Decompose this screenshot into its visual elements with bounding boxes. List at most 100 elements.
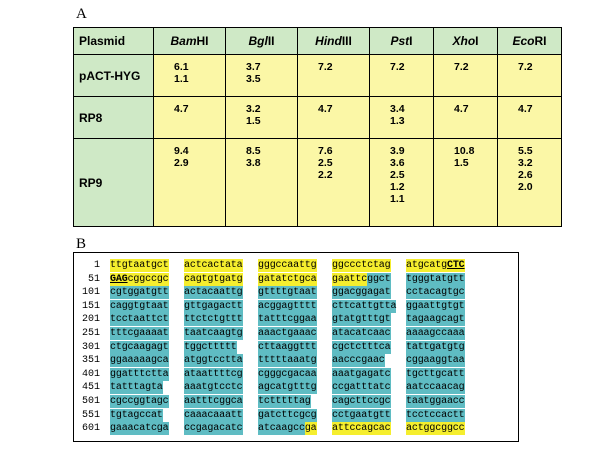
enzyme-name-suffix: RI [534, 34, 547, 48]
sequence-segment: ttgtaatgct [110, 259, 169, 272]
fragment-size-value: 7.6 [318, 145, 333, 157]
sequence-segment: ctgcaagagt [110, 340, 169, 354]
sequence-segment: ga [304, 422, 317, 436]
sequence-segment: cagcttccgc [332, 395, 391, 408]
fragment-size-cell: 7.2 [433, 54, 498, 97]
sequence-block: aaatgagatc [332, 367, 391, 381]
sequence-segment: cctacagtgc [406, 286, 465, 300]
sequence-block: caaacaaatt [184, 408, 243, 422]
sequence-segment: actggcggcc [406, 422, 465, 436]
fragment-size-cell: 3.7 3.5 [225, 54, 298, 97]
sequence-position-number: 1 [93, 260, 100, 271]
sequence-segment: tcctaattct [110, 313, 169, 327]
sequence-segment: ggccctctag [332, 259, 391, 272]
sequence-block: cagtgtgatg [184, 272, 243, 286]
sequence-segment: agcatgtttg [258, 381, 317, 395]
fragment-size-value: 6.1 [174, 61, 189, 73]
fragment-size-cell: 3.9 3.6 2.5 1.2 1.1 [369, 138, 434, 227]
enzyme-name-suffix: III [341, 34, 352, 48]
panel-b-label: B [76, 236, 87, 252]
sequence-segment: tatttcggaa [258, 313, 317, 327]
fragment-size-cell: 10.8 1.5 [433, 138, 498, 227]
fragment-size-value: 3.5 [246, 73, 261, 85]
sequence-block: aaactgaaac [258, 327, 317, 340]
sequence-segment: aatttcggca [184, 395, 243, 408]
table-header-row: Plasmid BamHI BglII HindIII PstI XhoI EcoRI [73, 27, 562, 55]
restriction-site-segment: GAG [110, 272, 128, 286]
sequence-segment: tttttaaatg [258, 354, 317, 368]
sequence-segment: atgcatg [406, 259, 447, 272]
sequence-row: 551 tgtagccat caaacaaatt gatcttcgcg cctgaatg… [74, 408, 514, 422]
enzyme-column-header: HindIII [297, 27, 370, 55]
fragment-size-value: 3.2 [246, 103, 261, 115]
sequence-block: attccagcac [332, 422, 391, 436]
fragment-size-value: 8.5 [246, 145, 261, 157]
sequence-row: 451 tatttagta aaatgtcctc agcatgtttg ccgattta… [74, 381, 514, 395]
fragment-size-value: 3.4 [390, 103, 405, 115]
sequence-block: cggaaggtaa [406, 354, 465, 368]
sequence-position-number: 51 [87, 273, 100, 285]
fragment-size-value: 4.7 [174, 103, 189, 115]
fragment-size-value: 9.4 [174, 145, 189, 157]
fragment-size-value: 1.5 [246, 115, 261, 127]
sequence-position-number: 351 [81, 355, 100, 367]
sequence-position-number: 301 [81, 341, 100, 353]
sequence-segment: cgtggatgtt [110, 286, 169, 300]
plasmid-name-cell: pACT-HYG [73, 54, 154, 97]
sequence-block: tattgatgtg [406, 340, 465, 354]
fragment-size-value: 3.9 [390, 145, 405, 157]
sequence-segment: atcaagcc [258, 422, 305, 436]
fragment-size-cell: 7.2 [297, 54, 370, 97]
sequence-segment: gatcttcgcg [258, 408, 317, 422]
sequence-block: cagcttccgc [332, 395, 391, 408]
sequence-position-number: 251 [81, 328, 100, 339]
sequence-segment: aacccgaac [332, 354, 385, 368]
sequence-segment: tttcgaaaat [110, 327, 169, 340]
sequence-position-number: 501 [81, 396, 100, 407]
fragment-size-cell: 4.7 [297, 96, 370, 139]
sequence-position-number: 201 [81, 314, 100, 326]
sequence-block: ggaattgtgt [406, 299, 465, 313]
enzyme-name-suffix: II [267, 34, 275, 48]
sequence-block: tgggtatgtt [406, 272, 465, 286]
sequence-segment: caaacaaatt [184, 408, 243, 422]
sequence-segment: gggccaattg [258, 259, 317, 272]
sequence-block: atacatcaac [332, 327, 391, 340]
fragment-size-value: 1.2 [390, 181, 405, 193]
fragment-size-cell: 4.7 [497, 96, 562, 139]
table-row: RP9 9.4 2.9 8.5 3.8 7.6 2.5 2.2 3.9 3.6 2.5 1.2 1.1 1… [73, 138, 562, 227]
fragment-size-value: 2.5 [390, 169, 405, 181]
sequence-row: 101 cgtggatgtt actacaattg gttttgtaat ggacgga… [74, 286, 514, 300]
sequence-segment: ccgatttatc [332, 381, 391, 395]
sequence-row: 351 ggaaaaagca atggtcctta tttttaaatg aacccga… [74, 354, 514, 368]
fragment-size-cell: 7.2 [497, 54, 562, 97]
fragment-size-cell: 4.7 [433, 96, 498, 139]
fragment-size-value: 2.0 [518, 181, 533, 193]
sequence-block: aaaagccaaa [406, 327, 465, 340]
fragment-size-cell: 4.7 [153, 96, 226, 139]
plasmid-name-cell: RP9 [73, 138, 154, 227]
sequence-row: 51 GAGcggccgc cagtgtgatg gatatctgca gaattcgg… [74, 272, 514, 286]
sequence-segment: tgggtatgtt [406, 272, 465, 286]
fragment-size-value: 1.5 [454, 157, 469, 169]
panel-a-label: A [76, 6, 87, 22]
sequence-block: cctacagtgc [406, 286, 465, 300]
sequence-segment: cttaaggttt [258, 340, 317, 354]
fragment-size-value: 7.2 [318, 61, 333, 73]
sequence-block: tatttagta [110, 381, 163, 395]
sequence-row: 151 caggtgtaat gttgagactt acggagtttt cttcatt… [74, 299, 514, 313]
enzyme-name-italic: Bgl [248, 34, 268, 48]
sequence-segment: cggaaggtaa [406, 354, 465, 368]
sequence-segment: taatcaagtg [184, 327, 243, 340]
sequence-block: cttaaggttt [258, 340, 317, 354]
enzyme-name-italic: Bam [170, 34, 197, 48]
enzyme-name-suffix: HI [196, 34, 209, 48]
sequence-row: 501 cgccggtagc aatttcggca tctttttag cagcttcc… [74, 395, 514, 408]
sequence-block: tatttcggaa [258, 313, 317, 327]
sequence-block: ggatttctta [110, 367, 169, 381]
fragment-size-cell: 7.2 [369, 54, 434, 97]
sequence-segment: actacaattg [184, 286, 243, 300]
sequence-block: GAGcggccgc [110, 272, 169, 286]
fragment-size-value: 4.7 [318, 103, 333, 115]
restriction-site-segment: CTC [446, 259, 465, 272]
